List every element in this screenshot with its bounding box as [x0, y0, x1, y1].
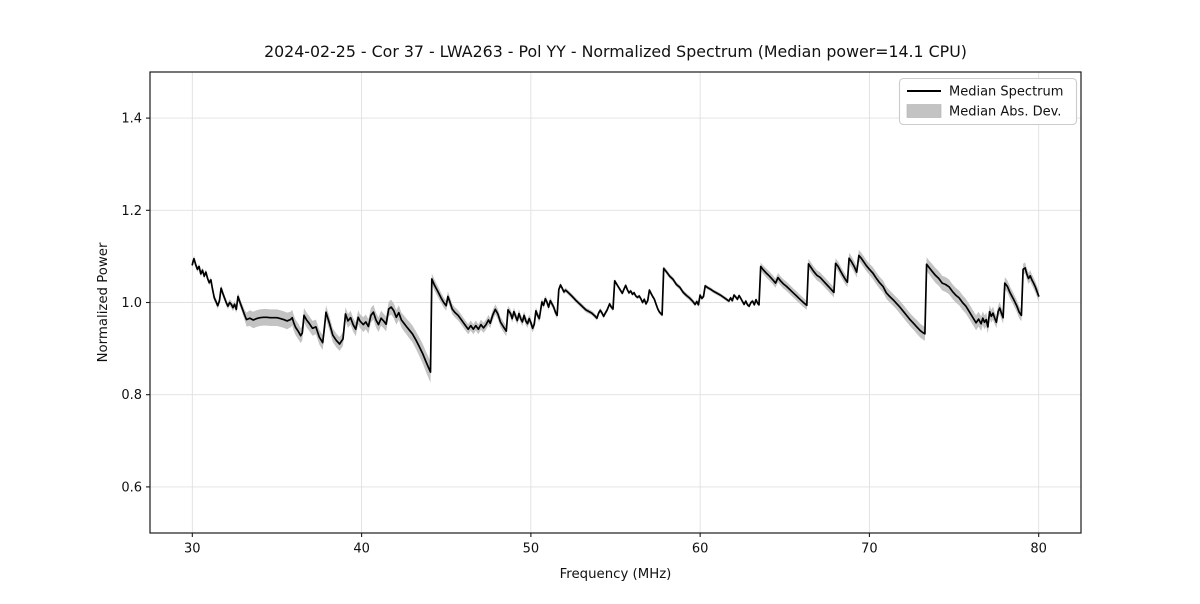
median-spectrum-line [191, 254, 1040, 373]
x-tick-label: 30 [184, 542, 201, 557]
chart-title: 2024-02-25 - Cor 37 - LWA263 - Pol YY - … [264, 42, 967, 61]
x-tick-label: 70 [861, 542, 878, 557]
y-tick-labels: 0.6 0.8 1.0 1.2 1.4 [121, 112, 142, 496]
legend: Median Spectrum Median Abs. Dev. [898, 77, 1078, 126]
legend-band-swatch [906, 104, 942, 118]
y-tick-label: 0.6 [121, 480, 142, 495]
median-abs-dev-band [192, 249, 1039, 383]
y-tick-label: 1.0 [121, 296, 142, 311]
legend-label-median-spectrum: Median Spectrum [949, 85, 1063, 100]
x-tick-labels: 30 40 50 60 70 80 [184, 542, 1047, 557]
y-tick-label: 1.2 [121, 204, 142, 219]
x-axis-label: Frequency (MHz) [560, 567, 672, 582]
x-tick-label: 80 [1030, 542, 1047, 557]
mad-band-polygon [192, 249, 1039, 383]
plot-border [149, 71, 1082, 534]
legend-label-median-abs-dev: Median Abs. Dev. [949, 105, 1061, 120]
x-tick-label: 40 [353, 542, 370, 557]
x-tick-label: 60 [692, 542, 709, 557]
y-tick-label: 0.8 [121, 388, 142, 403]
median-spectrum-polyline [191, 254, 1040, 373]
y-tick-label: 1.4 [121, 112, 142, 127]
y-axis-label: Normalized Power [96, 242, 111, 362]
x-tick-label: 50 [523, 542, 540, 557]
legend-box [898, 77, 1078, 126]
axis-ticks [146, 117, 1040, 537]
